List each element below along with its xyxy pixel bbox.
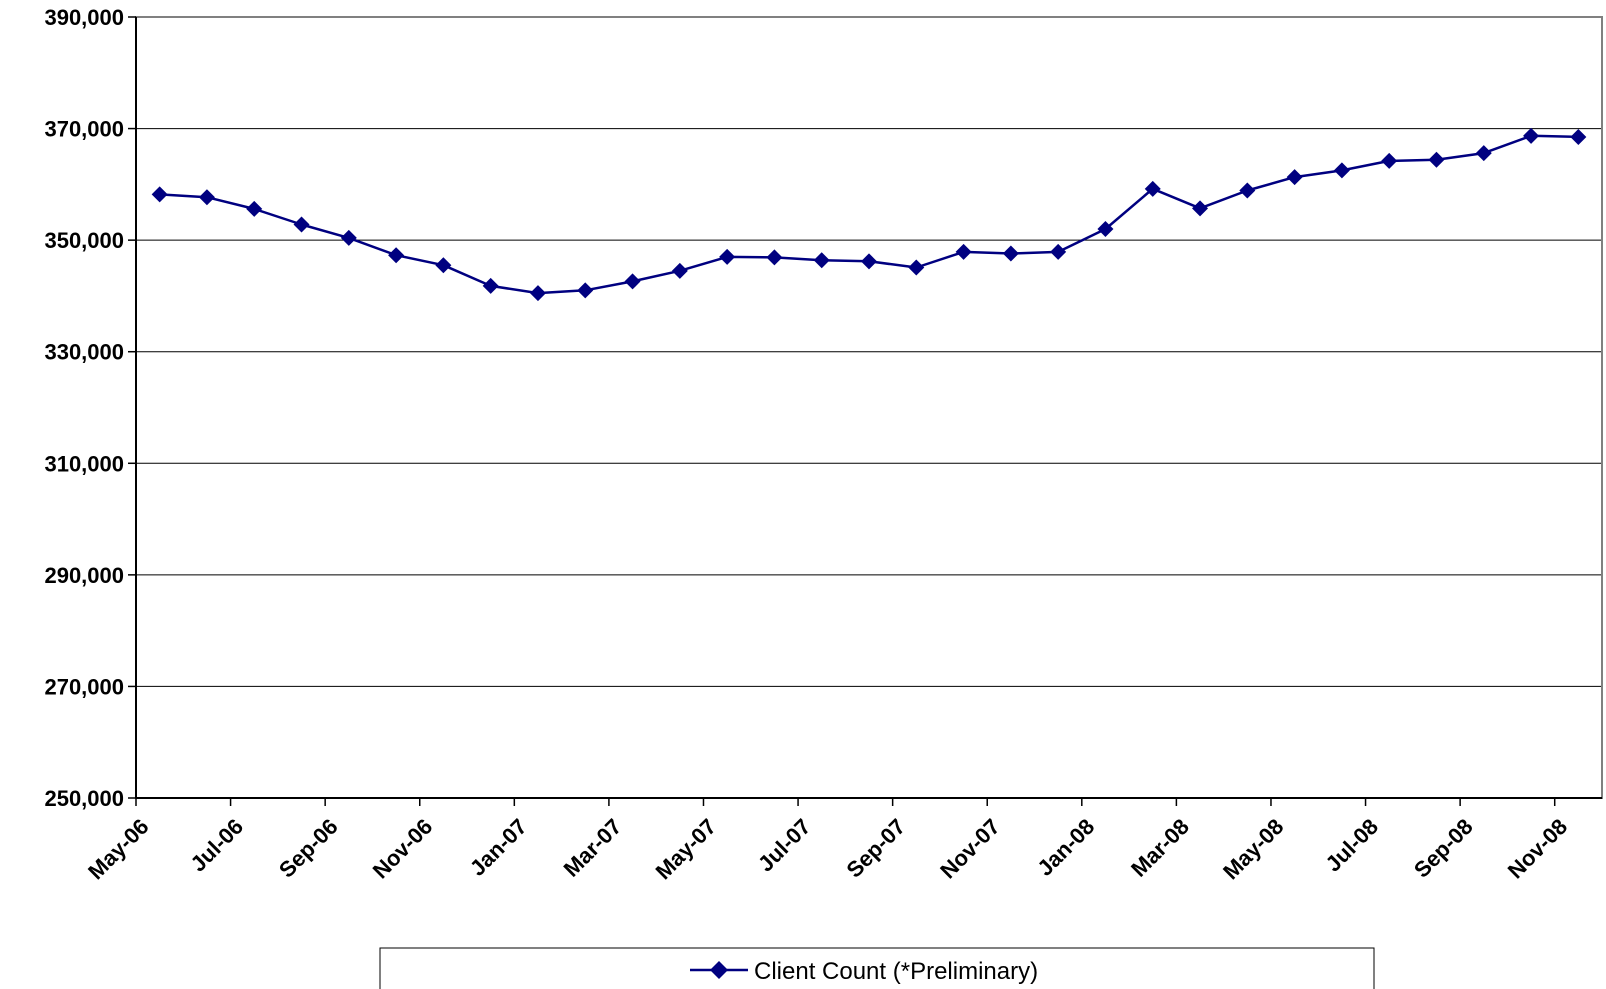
x-tick-label: Jul-06 [185,814,248,877]
x-tick-label: Mar-08 [1126,814,1194,882]
y-tick-label: 310,000 [44,451,124,476]
data-point [293,216,310,233]
data-point [529,285,546,302]
x-tick-label: May-06 [83,814,153,884]
data-point [861,253,877,270]
data-point [1381,152,1398,169]
data-point [1475,145,1492,162]
y-tick-label: 390,000 [44,5,124,30]
data-point [908,259,925,276]
data-point [1333,162,1350,179]
data-point [1002,245,1019,262]
data-point [1050,243,1067,260]
x-tick-label: Jul-07 [753,814,816,877]
legend: Client Count (*Preliminary) [379,947,1375,989]
y-axis-ticks: 250,000 270,000 290,000 310,000 330,000 350,0… [44,5,136,811]
x-tick-label: Mar-07 [559,814,627,882]
x-tick-label: Jan-08 [1032,814,1099,881]
y-tick-label: 290,000 [44,563,124,588]
axes [135,16,1603,799]
data-point [340,229,357,246]
x-tick-label: May-08 [1218,814,1288,884]
x-tick-label: Sep-08 [1409,814,1478,883]
data-point [388,247,405,264]
data-point [813,252,830,269]
data-point [719,248,736,265]
data-point [151,186,168,203]
x-tick-label: Sep-06 [274,814,343,883]
plot-area [135,16,1603,799]
data-point [1570,128,1587,145]
data-point [624,273,641,290]
x-tick-label: Nov-08 [1503,814,1573,884]
data-point [1192,200,1209,217]
legend-diamond-icon [710,961,728,979]
data-point [1097,220,1114,237]
x-tick-label: Jan-07 [465,814,532,881]
data-point [198,189,215,206]
data-point [482,277,499,294]
y-tick-label: 370,000 [44,117,124,142]
series-client-count [151,127,1587,302]
legend-label: Client Count (*Preliminary) [754,958,1038,985]
data-point [577,282,594,299]
y-tick-label: 250,000 [44,786,124,811]
data-point [1239,182,1256,199]
y-tick-label: 350,000 [44,228,124,253]
data-point [1523,127,1540,144]
x-tick-label: Jul-08 [1320,814,1383,877]
x-tick-label: May-07 [651,814,721,884]
x-axis-ticks: May-06 Jul-06 Sep-06 Nov-06 Jan-07 Mar-07 May-… [83,798,1572,884]
data-point [955,243,972,260]
data-point [1286,169,1303,186]
x-tick-label: Nov-07 [935,814,1005,884]
legend-box [379,947,1375,989]
gridlines [136,16,1602,687]
data-point [1144,180,1161,197]
y-tick-label: 330,000 [44,340,124,365]
data-point [435,257,452,274]
data-point [246,200,263,217]
data-point [671,262,688,279]
series-line [159,134,1579,295]
y-tick-label: 270,000 [44,674,124,699]
data-point [766,249,783,266]
x-tick-label: Nov-06 [368,814,438,884]
x-tick-label: Sep-07 [841,814,910,883]
data-point [1428,151,1445,168]
